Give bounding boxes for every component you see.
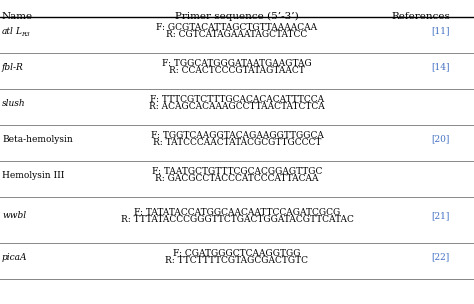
Text: L: L <box>15 26 21 36</box>
Text: Beta-hemolysin: Beta-hemolysin <box>2 134 73 143</box>
Text: F: TAATGCTGTTTCGCACGGAGTTGC: F: TAATGCTGTTTCGCACGGAGTTGC <box>152 167 322 176</box>
Text: Primer sequence (5’-3’): Primer sequence (5’-3’) <box>175 12 299 21</box>
Text: R: ACAGCACAAAGCCTTAACTATCTCA: R: ACAGCACAAAGCCTTAACTATCTCA <box>149 102 325 111</box>
Text: [22]: [22] <box>432 253 450 261</box>
Text: F: TTTCGTCTTTGCACACACATTTCCA: F: TTTCGTCTTTGCACACACATTTCCA <box>150 95 324 104</box>
Text: [14]: [14] <box>431 63 450 71</box>
Text: F: CGATGGGCTCAAGGTGG: F: CGATGGGCTCAAGGTGG <box>173 249 301 258</box>
Text: R: TATCCCAACTATACGCGTTGCCCT: R: TATCCCAACTATACGCGTTGCCCT <box>153 138 321 147</box>
Text: fbl-R: fbl-R <box>2 63 24 71</box>
Text: R: TTCTTTTCGTAGCGACTGTC: R: TTCTTTTCGTAGCGACTGTC <box>165 256 309 265</box>
Text: References: References <box>391 12 450 21</box>
Text: F: TGGTCAAGGTACAGAAGGTTGGCA: F: TGGTCAAGGTACAGAAGGTTGGCA <box>151 131 323 140</box>
Text: atl: atl <box>2 26 14 36</box>
Text: F: GCGTACATTAGCTGTTAAAACAA: F: GCGTACATTAGCTGTTAAAACAA <box>156 23 318 32</box>
Text: R: CGTCATAGAAATAGCTATCC: R: CGTCATAGAAATAGCTATCC <box>166 30 308 39</box>
Text: picaA: picaA <box>2 253 27 261</box>
Text: R: GACGCCTACCCATCCCATTACAA: R: GACGCCTACCCATCCCATTACAA <box>155 174 319 183</box>
Text: F: TATATACCATGGCAACAATTCCAGATCGCG: F: TATATACCATGGCAACAATTCCAGATCGCG <box>134 208 340 217</box>
Text: [20]: [20] <box>432 134 450 143</box>
Text: R: TTTATACCCGGGTTCTGACTGGATACGTTCATAC: R: TTTATACCCGGGTTCTGACTGGATACGTTCATAC <box>120 215 354 224</box>
Text: F: TGGCATGGGATAATGAAGTAG: F: TGGCATGGGATAATGAAGTAG <box>162 59 312 68</box>
Text: wwbl: wwbl <box>2 212 26 220</box>
Text: Name: Name <box>2 12 33 21</box>
Text: R3: R3 <box>21 32 30 36</box>
Text: [11]: [11] <box>431 26 450 36</box>
Text: [21]: [21] <box>432 212 450 220</box>
Text: Hemolysin III: Hemolysin III <box>2 171 64 179</box>
Text: slush: slush <box>2 98 26 108</box>
Text: R: CCACTCCCGTATAGTAACT: R: CCACTCCCGTATAGTAACT <box>169 66 305 75</box>
